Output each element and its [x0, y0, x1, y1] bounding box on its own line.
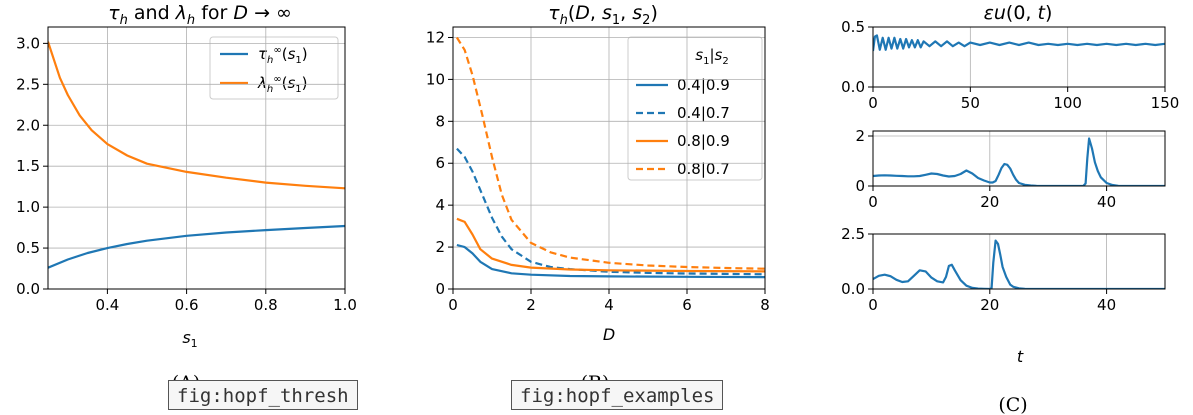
chart-b-xtick-label: 8 [760, 296, 770, 314]
chart-b-ytick-label: 2 [435, 238, 445, 256]
chart-b-xtick-label: 6 [682, 296, 692, 314]
chart-b-ytick-label: 10 [426, 70, 445, 88]
chart-a-xtick-label: 1.0 [333, 296, 357, 314]
panel-a-title-tau: τ [108, 2, 120, 24]
chart-b-series-2 [456, 217, 765, 273]
chart-c1-ytick-label: 0.5 [841, 18, 865, 36]
chart-c2-series-0 [873, 137, 1165, 186]
chart-c2-plot-area [873, 137, 1165, 186]
chart-c2-xtick-label: 0 [868, 193, 878, 211]
panel-b-legend: s1|s2 0.4|0.9 0.4|0.7 0.8|0.9 0.8|0.7 [627, 36, 763, 181]
panel-a-legend-label-lambda: λh∞(s1) [257, 74, 308, 95]
chart-c1-series-0 [873, 34, 1165, 52]
chart-c3-series-0 [873, 239, 1165, 289]
panel-a: τh and λh for D → ∞ s1 τh∞(s1) λh∞(s1) [108, 2, 339, 350]
panel-b-legend-box [627, 36, 763, 181]
chart-c1-xtick-label: 100 [1053, 94, 1082, 112]
chart-a-series-0 [48, 224, 345, 269]
panel-b-xlabel: D [603, 325, 615, 344]
chart-a-ytick-label: 2.5 [16, 75, 40, 93]
chart-b-plot-area [455, 36, 765, 279]
chart-b: 0 2 4 6 8 0 2 4 6 8 10 12 [426, 26, 770, 314]
panel-b-legend-label: 0.4|0.9 [677, 76, 730, 94]
panel-c-title: εu(0, t) [984, 2, 1053, 24]
chart-c1-xtick-label: 0 [868, 94, 878, 112]
chart-c2-ytick-label: 0 [855, 177, 865, 195]
chart-a-ytick-label: 1.0 [16, 198, 40, 216]
chart-b-ytick-label: 8 [435, 112, 445, 130]
panel-c: εu(0, t) t [984, 2, 1053, 366]
panel-b-legend-title: s1|s2 [695, 46, 728, 67]
fig-label-hopf-examples: fig:hopf_examples [511, 380, 724, 410]
chart-c3-xtick-label: 20 [980, 296, 999, 314]
chart-b-series-1 [456, 147, 765, 276]
chart-a-frame [47, 26, 346, 290]
chart-c2-xtick-label: 20 [980, 193, 999, 211]
chart-c3-ytick-label: 0.0 [841, 280, 865, 298]
chart-c1-ytick-label: 0.0 [841, 78, 865, 96]
chart-c3-ytick-label: 2.5 [841, 225, 865, 243]
chart-a-ytick-label: 3.0 [16, 34, 40, 52]
panel-b-legend-label: 0.8|0.9 [677, 132, 730, 150]
chart-a-xtick-label: 0.8 [254, 296, 278, 314]
panel-b: τh(D, s1, s2) D s1|s2 0.4|0.9 0.4|0.7 0.8|… [548, 2, 763, 344]
chart-c2-frame [872, 130, 1166, 187]
chart-c2: 0 20 40 0 2 [855, 127, 1166, 211]
panel-b-legend-label: 0.4|0.7 [677, 104, 730, 122]
chart-c2-xtick-label: 40 [1097, 193, 1116, 211]
chart-b-xtick-label: 0 [448, 296, 458, 314]
chart-a-ytick-label: 0.5 [16, 239, 40, 257]
chart-b-ytick-label: 6 [435, 154, 445, 172]
chart-c1: 0 50 100 150 0.0 0.5 [841, 18, 1179, 112]
chart-a-series-1 [48, 41, 345, 190]
panel-c-xlabel: t [1017, 347, 1024, 366]
chart-b-series-0 [456, 243, 765, 279]
chart-c1-frame [872, 26, 1166, 88]
chart-a-ytick-label: 0.0 [16, 280, 40, 298]
chart-c2-ytick-label: 2 [855, 127, 865, 145]
fig-label-hopf-thresh: fig:hopf_thresh [168, 380, 358, 410]
chart-b-xtick-label: 2 [526, 296, 536, 314]
panel-a-legend-label-tau: τh∞(s1) [258, 45, 308, 66]
chart-c3-frame [872, 233, 1166, 290]
chart-b-series-3 [455, 36, 765, 270]
chart-b-xtick-label: 4 [604, 296, 614, 314]
chart-a-ytick-label: 1.5 [16, 157, 40, 175]
chart-a-xtick-label: 0.4 [95, 296, 119, 314]
chart-c3: 0 20 40 0.0 2.5 [841, 225, 1166, 314]
panel-a-legend: τh∞(s1) λh∞(s1) [209, 36, 339, 100]
chart-a-xtick-label: 0.6 [175, 296, 199, 314]
chart-b-ytick-label: 4 [435, 196, 445, 214]
chart-a-plot-area [48, 41, 345, 269]
chart-b-ytick-label: 0 [435, 280, 445, 298]
chart-c1-plot-area [873, 34, 1165, 52]
chart-a-ytick-label: 2.0 [16, 116, 40, 134]
panel-a-xlabel: s1 [182, 328, 197, 350]
chart-c3-plot-area [873, 239, 1165, 289]
chart-c1-xtick-label: 50 [961, 94, 980, 112]
chart-c3-xtick-label: 40 [1097, 296, 1116, 314]
panel-letter-c: (C) [998, 394, 1027, 415]
chart-b-ytick-label: 12 [426, 28, 445, 46]
panel-b-legend-label: 0.8|0.7 [677, 160, 730, 178]
chart-a: 0.4 0.6 0.8 1.0 0.0 0.5 1.0 1.5 2.0 2.5 3.0 [16, 26, 357, 314]
chart-c1-xtick-label: 150 [1151, 94, 1180, 112]
panel-a-title: τh and λh for D → ∞ [108, 2, 292, 28]
panel-b-title: τh(D, s1, s2) [548, 2, 658, 28]
chart-c3-xtick-label: 0 [868, 296, 878, 314]
